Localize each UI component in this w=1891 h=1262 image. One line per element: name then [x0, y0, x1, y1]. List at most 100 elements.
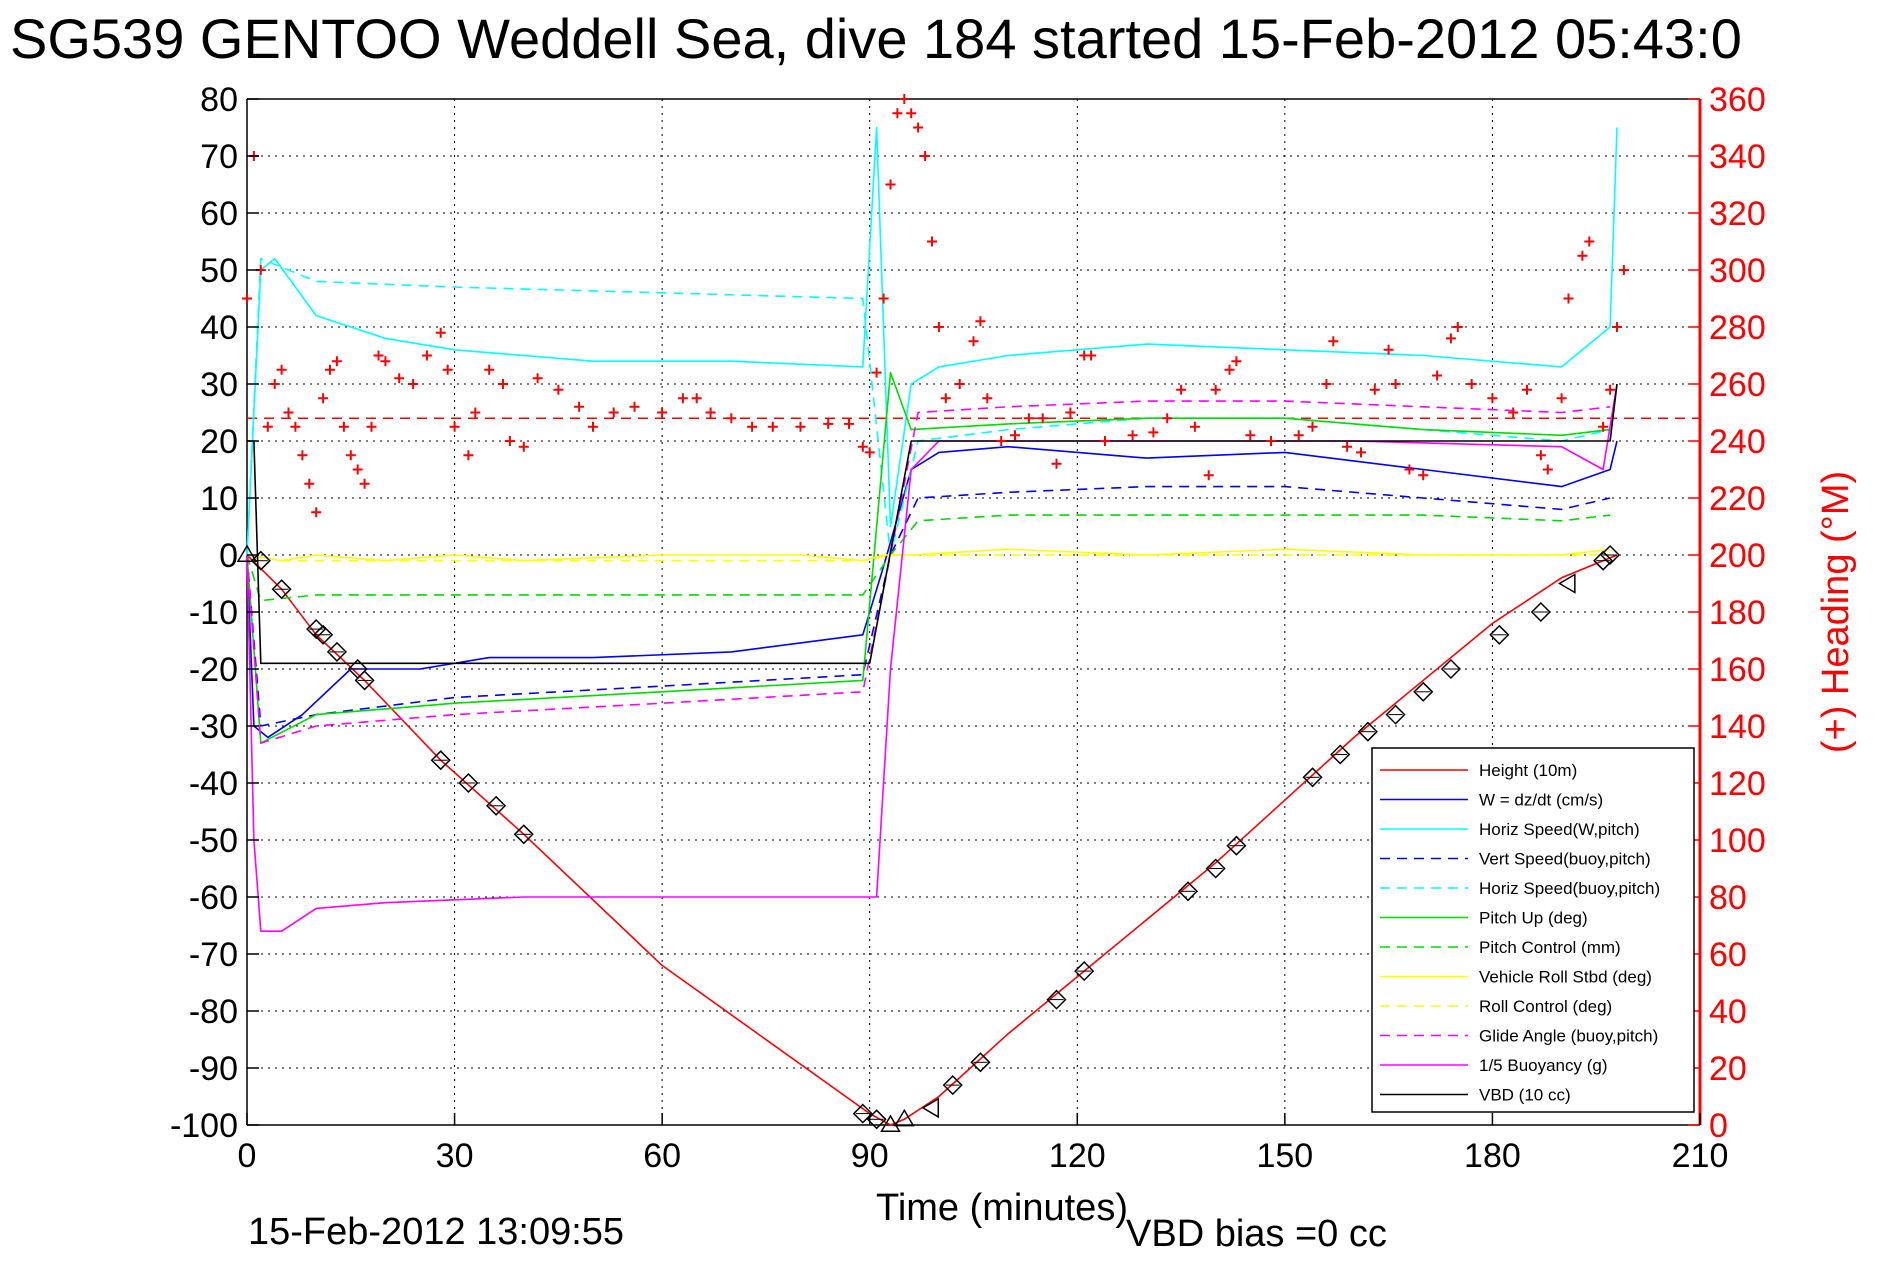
legend-label: Vert Speed(buoy,pitch) — [1479, 850, 1651, 869]
legend-label: 1/5 Buoyancy (g) — [1479, 1056, 1608, 1075]
y-right-tick-label: 320 — [1709, 195, 1766, 233]
heading-point — [954, 379, 965, 389]
heading-point — [899, 94, 910, 104]
heading-point — [920, 151, 931, 161]
y-right-tick-label: 60 — [1709, 936, 1747, 974]
y-right-tick-label: 260 — [1709, 366, 1766, 404]
y-left-tick-label: 30 — [200, 366, 238, 404]
heading-point — [844, 418, 854, 429]
depth-marker-triangle-up — [236, 544, 258, 563]
heading-point — [1245, 430, 1256, 441]
heading-point — [442, 364, 453, 375]
y-right-tick-label: 160 — [1709, 651, 1766, 689]
depth-marker-diamond — [1177, 881, 1199, 902]
y-left-tick-label: 50 — [200, 252, 238, 290]
y-left-tick-label: -100 — [170, 1107, 238, 1145]
series-line-w-dz-dt-cm-s — [246, 440, 1618, 739]
heading-point — [1148, 427, 1159, 438]
heading-point — [1418, 470, 1429, 481]
y-right-tick-label: 240 — [1709, 423, 1766, 461]
y-right-tick-label: 180 — [1709, 594, 1766, 632]
y-left-tick-label: -10 — [189, 594, 238, 632]
depth-marker-diamond — [1074, 961, 1095, 982]
heading-point — [1328, 336, 1339, 347]
heading-point — [1010, 430, 1020, 441]
heading-point — [373, 350, 384, 361]
heading-point — [913, 122, 924, 133]
y-right-tick-label: 120 — [1709, 765, 1766, 803]
depth-marker-diamond — [1413, 681, 1434, 702]
y-right-tick-label: 80 — [1709, 879, 1747, 917]
heading-point — [940, 393, 951, 404]
heading-point — [1210, 384, 1221, 395]
depth-marker-diamond — [970, 1052, 991, 1073]
legend-label: Roll Control (deg) — [1479, 997, 1612, 1016]
y-right-tick-label: 100 — [1709, 822, 1766, 860]
heading-point — [726, 413, 737, 424]
heading-point — [325, 364, 335, 375]
heading-point — [1293, 430, 1304, 441]
x-tick-label: 150 — [1256, 1137, 1313, 1175]
legend-label: Pitch Up (deg) — [1479, 909, 1588, 928]
series-line-horiz-speed-w-pitch — [246, 126, 1618, 556]
y-right-tick-label: 360 — [1709, 81, 1766, 119]
heading-point — [297, 450, 308, 461]
depth-marker-diamond — [1226, 835, 1247, 856]
heading-point — [276, 364, 287, 375]
heading-point — [608, 407, 619, 418]
heading-point — [823, 418, 834, 429]
depth-markers — [236, 544, 1621, 1133]
series-line-horiz-speed-buoy-pitch — [246, 257, 1611, 556]
depth-marker-diamond — [866, 1109, 887, 1130]
heading-point — [1266, 436, 1276, 446]
y-left-tick-label: -80 — [189, 993, 238, 1031]
depth-marker-diamond — [1302, 767, 1323, 788]
legend-label: Glide Angle (buoy,pitch) — [1479, 1027, 1658, 1046]
depth-marker-diamond — [486, 795, 507, 816]
heading-point — [1390, 379, 1401, 389]
heading-point — [885, 179, 896, 190]
heading-point — [304, 478, 315, 489]
y-left-tick-label: 0 — [219, 537, 238, 575]
heading-point — [878, 293, 889, 304]
depth-marker-triangle-left — [1558, 573, 1576, 594]
heading-point — [352, 464, 363, 475]
heading-point — [1127, 430, 1138, 441]
depth-marker-diamond — [354, 670, 375, 691]
heading-point — [1356, 447, 1366, 458]
y-left-tick-label: 60 — [200, 195, 238, 233]
heading-point — [1051, 458, 1062, 469]
heading-point — [345, 450, 356, 461]
depth-marker-diamond — [250, 550, 271, 571]
footer-vbd-bias: VBD bias =0 cc — [1126, 1213, 1387, 1255]
depth-marker-diamond — [430, 750, 451, 771]
heading-point — [421, 350, 432, 361]
legend-label: W = dz/dt (cm/s) — [1479, 791, 1603, 810]
heading-point — [1556, 393, 1567, 404]
x-ticks: 0 30 60 90 120 150 180 210 — [238, 1113, 1728, 1175]
x-tick-label: 60 — [643, 1137, 681, 1175]
depth-marker-diamond — [271, 579, 292, 600]
heading-point — [1342, 441, 1353, 452]
heading-point — [857, 441, 868, 452]
heading-point — [1086, 350, 1097, 361]
heading-point — [1542, 464, 1553, 475]
y-right-ticks: 3603403203002802602402202001801601401201… — [1688, 81, 1766, 1145]
legend-label: Horiz Speed(W,pitch) — [1479, 820, 1640, 839]
depth-marker-triangle-up — [893, 1108, 915, 1127]
depth-marker-diamond — [1357, 721, 1378, 742]
heading-point — [1383, 344, 1394, 355]
y-left-tick-label: 70 — [200, 138, 238, 176]
heading-point — [795, 421, 806, 432]
y-left-tick-label: -90 — [189, 1050, 238, 1088]
depth-marker-diamond — [313, 624, 334, 645]
heading-point — [484, 364, 495, 375]
depth-marker-triangle-up — [880, 1114, 901, 1133]
y-right-tick-label: 20 — [1709, 1050, 1747, 1088]
heading-point — [1445, 333, 1456, 344]
heading-point — [1452, 322, 1463, 332]
x-tick-label: 0 — [238, 1137, 257, 1175]
footer-timestamp: 15-Feb-2012 13:09:55 — [248, 1211, 624, 1253]
heading-point — [747, 421, 758, 432]
heading-point — [435, 327, 446, 338]
